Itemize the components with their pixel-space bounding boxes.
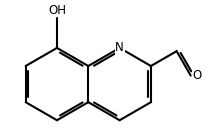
Text: N: N bbox=[115, 41, 124, 54]
Text: O: O bbox=[192, 69, 202, 82]
Text: OH: OH bbox=[48, 4, 66, 17]
